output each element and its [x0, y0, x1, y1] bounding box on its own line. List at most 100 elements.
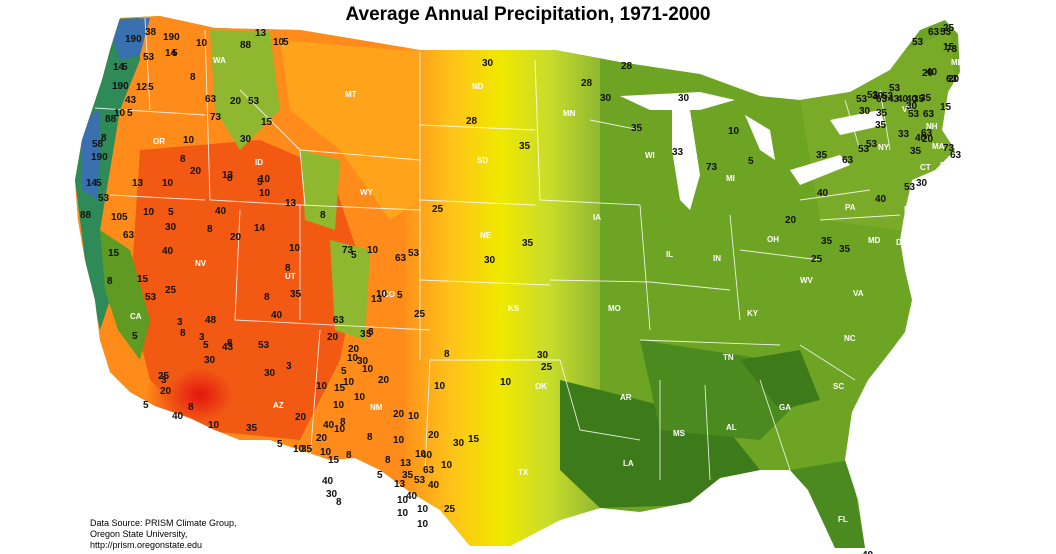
precip-value: 8 — [385, 455, 391, 466]
state-label-vt: VT — [902, 105, 912, 114]
precip-value: 20 — [160, 386, 172, 397]
precip-value: 35 — [913, 94, 925, 105]
precip-value: 33 — [898, 129, 910, 140]
precip-value: 63 — [205, 94, 217, 105]
precip-value: 40 — [906, 94, 918, 105]
state-label-co: CO — [383, 290, 395, 299]
precip-value: 40 — [428, 480, 440, 491]
precip-value: 53 — [889, 83, 901, 94]
precip-value: 53 — [408, 248, 420, 259]
precip-value: 14 — [86, 178, 98, 189]
state-label-wa: WA — [213, 56, 226, 65]
precip-value: 30 — [916, 178, 928, 189]
precip-value: 13 — [400, 458, 412, 469]
precip-value: 40 — [915, 133, 927, 144]
precip-value: 13 — [285, 198, 297, 209]
precip-value: 5 — [257, 177, 263, 188]
precip-value: 53 — [908, 109, 920, 120]
precip-value: 5 — [122, 62, 128, 73]
state-label-va: VA — [853, 289, 864, 298]
precip-value: 30 — [906, 101, 918, 112]
precip-value: 53 — [882, 91, 894, 102]
state-label-pa: PA — [845, 203, 856, 212]
precip-value: 63 — [923, 109, 935, 120]
precip-value: 10 — [347, 353, 359, 364]
precip-value: 40 — [421, 450, 433, 461]
state-label-id: ID — [255, 158, 263, 167]
precip-value: 13 — [222, 170, 234, 181]
precip-value: 14 — [254, 223, 266, 234]
precip-value: 53 — [858, 144, 870, 155]
precip-value: 15 — [334, 383, 346, 394]
precip-value: 63 — [333, 315, 345, 326]
precip-value: 20 — [295, 412, 307, 423]
precip-value: 20 — [922, 134, 934, 145]
precip-value: 8 — [101, 133, 107, 144]
precip-value: 30 — [872, 91, 884, 102]
precip-value: 73 — [946, 44, 958, 55]
precip-value: 25 — [444, 504, 456, 515]
state-label-fl: FL — [838, 515, 848, 524]
precip-value: 43 — [888, 94, 900, 105]
state-label-or: OR — [153, 137, 165, 146]
precip-value: 40 — [172, 411, 184, 422]
precip-value: 35 — [910, 146, 922, 157]
precip-value: 20 — [316, 433, 328, 444]
precip-value: 190 — [91, 152, 108, 163]
precip-value: 28 — [466, 116, 478, 127]
precip-value: 10 — [343, 377, 355, 388]
precip-value: 35 — [402, 470, 414, 481]
precip-value: 10 — [208, 420, 220, 431]
precip-value: 63 — [842, 155, 854, 166]
precip-value: 43 — [125, 95, 137, 106]
state-label-wy: WY — [360, 188, 374, 197]
precip-value: 5 — [203, 340, 209, 351]
state-label-ga: GA — [779, 403, 791, 412]
precip-value: 10 — [183, 135, 195, 146]
precip-value: 35 — [290, 289, 302, 300]
precip-value: 8 — [320, 210, 326, 221]
precip-value: 8 — [190, 72, 196, 83]
precip-value: 30 — [482, 58, 494, 69]
state-borders — [94, 17, 901, 481]
precip-value: 8 — [346, 450, 352, 461]
precip-value: 10 — [434, 381, 446, 392]
precip-value: 10 — [728, 126, 740, 137]
precip-value: 53 — [940, 27, 952, 38]
precip-value: 53 — [912, 37, 924, 48]
precip-value: 40 — [322, 476, 334, 487]
precip-value: 40 — [215, 206, 227, 217]
precip-value: 40 — [162, 246, 174, 257]
precip-value: 40 — [926, 67, 938, 78]
precip-value: 20 — [948, 74, 960, 85]
precip-value: 88 — [105, 114, 117, 125]
precip-value: 73 — [706, 162, 718, 173]
precip-value: 13 — [132, 178, 144, 189]
precip-value: 73 — [342, 245, 354, 256]
precip-value: 40 — [862, 550, 874, 554]
precip-value: 10 — [376, 289, 388, 300]
state-label-tx: TX — [518, 468, 529, 477]
precip-value: 25 — [432, 204, 444, 215]
state-label-ri: RI — [940, 161, 948, 170]
state-label-ky: KY — [747, 309, 759, 318]
precip-value: 20 — [348, 344, 360, 355]
precip-value: 58 — [92, 139, 104, 150]
precip-value: 53 — [904, 182, 916, 193]
precip-value: 5 — [96, 178, 102, 189]
precip-value: 10 — [362, 364, 374, 375]
precip-value: 3 — [360, 329, 366, 340]
precip-value: 88 — [80, 210, 92, 221]
precip-value: 38 — [145, 27, 157, 38]
state-label-tn: TN — [723, 353, 734, 362]
precip-value: 10 — [259, 174, 271, 185]
state-label-ma: MA — [932, 142, 945, 151]
state-label-mo: MO — [608, 304, 621, 313]
precip-value: 20 — [393, 409, 405, 420]
precip-value: 10 — [162, 178, 174, 189]
precip-value: 28 — [581, 78, 593, 89]
precip-value: 20 — [785, 215, 797, 226]
state-label-ny: NY — [878, 143, 890, 152]
precip-value: 35 — [876, 108, 888, 119]
